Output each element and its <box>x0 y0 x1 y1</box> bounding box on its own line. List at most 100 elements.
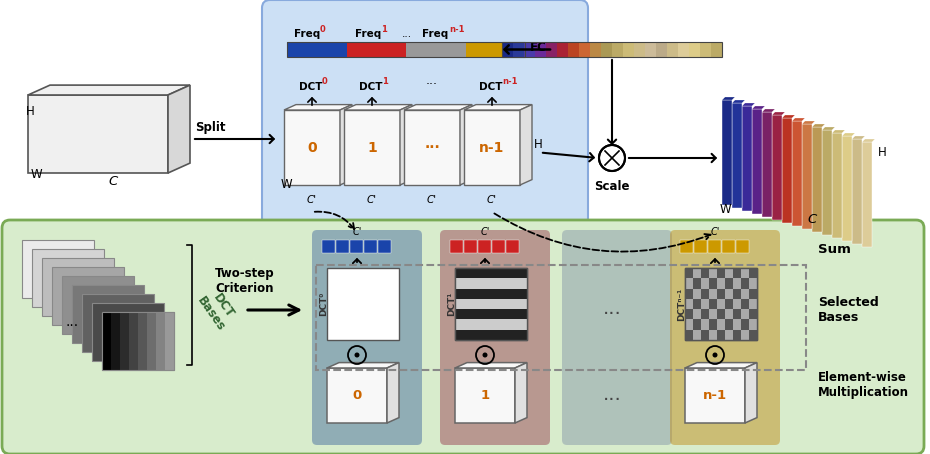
Polygon shape <box>464 110 520 185</box>
Text: n-1: n-1 <box>479 140 505 154</box>
Polygon shape <box>802 121 815 124</box>
Text: Freq: Freq <box>355 29 381 39</box>
Text: n-1: n-1 <box>502 77 517 86</box>
FancyBboxPatch shape <box>562 230 672 445</box>
Polygon shape <box>762 112 772 217</box>
Polygon shape <box>102 312 174 370</box>
Polygon shape <box>733 320 741 330</box>
Text: W: W <box>31 168 43 181</box>
Circle shape <box>712 352 718 357</box>
Text: ···: ··· <box>603 306 621 325</box>
Polygon shape <box>344 110 400 185</box>
Text: ...: ... <box>402 29 412 39</box>
Polygon shape <box>701 268 709 278</box>
Polygon shape <box>387 363 399 423</box>
Polygon shape <box>138 312 147 370</box>
Polygon shape <box>741 289 749 299</box>
Text: C': C' <box>711 227 720 237</box>
Polygon shape <box>709 299 717 309</box>
Polygon shape <box>725 289 733 299</box>
Text: DCT¹: DCT¹ <box>447 292 457 316</box>
Polygon shape <box>717 268 725 278</box>
Polygon shape <box>741 268 749 278</box>
Text: W: W <box>281 178 293 191</box>
Polygon shape <box>464 240 477 253</box>
Polygon shape <box>842 133 855 136</box>
Polygon shape <box>489 42 501 57</box>
Polygon shape <box>725 330 733 340</box>
Text: Split: Split <box>195 121 225 134</box>
Polygon shape <box>782 118 792 223</box>
Polygon shape <box>701 278 709 289</box>
Polygon shape <box>694 240 707 253</box>
Polygon shape <box>147 312 156 370</box>
Polygon shape <box>129 312 138 370</box>
Text: n-1: n-1 <box>449 25 464 34</box>
Text: Two-step
Criterion: Two-step Criterion <box>215 267 274 295</box>
Polygon shape <box>685 309 693 320</box>
FancyBboxPatch shape <box>670 230 780 445</box>
Polygon shape <box>347 42 358 57</box>
Polygon shape <box>709 278 717 289</box>
Polygon shape <box>546 42 557 57</box>
Text: Selected
Bases: Selected Bases <box>818 296 879 324</box>
FancyBboxPatch shape <box>2 220 924 454</box>
Polygon shape <box>667 42 678 57</box>
Polygon shape <box>685 320 693 330</box>
Polygon shape <box>717 299 725 309</box>
Polygon shape <box>693 320 701 330</box>
Polygon shape <box>733 330 741 340</box>
Polygon shape <box>685 268 693 278</box>
Polygon shape <box>612 42 623 57</box>
Polygon shape <box>733 289 741 299</box>
Polygon shape <box>557 42 568 57</box>
Text: C': C' <box>480 227 490 237</box>
Polygon shape <box>725 299 733 309</box>
Polygon shape <box>689 42 700 57</box>
Polygon shape <box>701 330 709 340</box>
Polygon shape <box>725 278 733 289</box>
Text: H: H <box>534 138 543 150</box>
Polygon shape <box>862 142 872 247</box>
Polygon shape <box>322 240 335 253</box>
Polygon shape <box>700 42 711 57</box>
Polygon shape <box>450 240 463 253</box>
Polygon shape <box>772 115 782 220</box>
Polygon shape <box>852 136 865 139</box>
Polygon shape <box>455 330 527 340</box>
Polygon shape <box>741 320 749 330</box>
Polygon shape <box>72 285 144 343</box>
Polygon shape <box>812 127 822 232</box>
Polygon shape <box>455 278 527 289</box>
Polygon shape <box>299 42 311 57</box>
Polygon shape <box>678 42 689 57</box>
Polygon shape <box>693 268 701 278</box>
Polygon shape <box>455 363 527 368</box>
Text: 1: 1 <box>367 140 377 154</box>
Polygon shape <box>656 42 667 57</box>
Polygon shape <box>370 42 382 57</box>
Polygon shape <box>344 104 412 110</box>
Text: C': C' <box>487 195 497 205</box>
Polygon shape <box>832 133 842 238</box>
Polygon shape <box>717 330 725 340</box>
Text: Freq: Freq <box>294 29 320 39</box>
Polygon shape <box>741 330 749 340</box>
Polygon shape <box>120 312 129 370</box>
Polygon shape <box>513 42 524 57</box>
Polygon shape <box>336 240 349 253</box>
Polygon shape <box>742 103 755 106</box>
Polygon shape <box>717 309 725 320</box>
Polygon shape <box>22 240 94 298</box>
Polygon shape <box>442 42 454 57</box>
Polygon shape <box>358 42 370 57</box>
Polygon shape <box>732 103 742 208</box>
Polygon shape <box>832 130 845 133</box>
Polygon shape <box>822 127 835 130</box>
Polygon shape <box>350 240 363 253</box>
Text: W: W <box>720 203 732 216</box>
Polygon shape <box>749 278 757 289</box>
Polygon shape <box>717 320 725 330</box>
Polygon shape <box>822 130 832 235</box>
Polygon shape <box>430 42 442 57</box>
